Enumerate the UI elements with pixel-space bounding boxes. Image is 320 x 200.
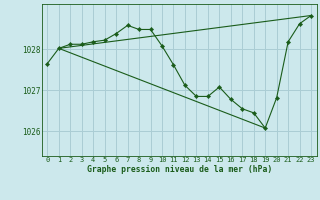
X-axis label: Graphe pression niveau de la mer (hPa): Graphe pression niveau de la mer (hPa) [87,165,272,174]
